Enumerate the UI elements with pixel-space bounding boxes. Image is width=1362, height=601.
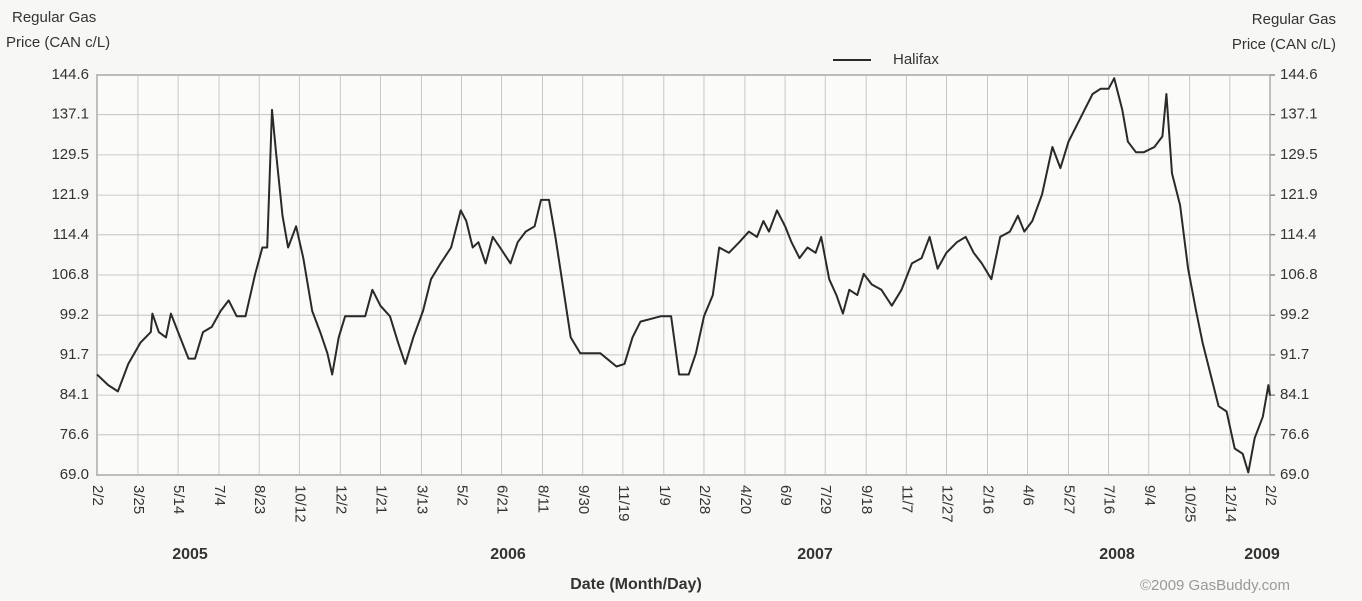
y2-tick-label: 69.0 — [1280, 466, 1309, 483]
x-tick-label: 9/30 — [575, 485, 592, 514]
year-label: 2006 — [490, 546, 526, 563]
x-tick-label: 10/12 — [291, 485, 308, 523]
x-axis-title: Date (Month/Day) — [570, 576, 702, 593]
year-label: 2007 — [797, 546, 833, 563]
y2-axis-title: Price (CAN c/L) — [1232, 36, 1336, 53]
x-tick-label: 1/9 — [656, 485, 673, 506]
y2-tick-label: 114.4 — [1280, 226, 1316, 243]
x-tick-label: 4/6 — [1020, 485, 1037, 506]
x-tick-label: 12/2 — [332, 485, 349, 514]
y2-tick-label: 129.5 — [1280, 146, 1318, 163]
y2-tick-label: 137.1 — [1280, 106, 1318, 123]
y-tick-label: 99.2 — [60, 306, 89, 323]
x-tick-label: 4/20 — [737, 485, 754, 514]
legend-label: Halifax — [893, 51, 939, 68]
x-tick-label: 2/16 — [979, 485, 996, 514]
y2-axis-title: Regular Gas — [1252, 11, 1336, 28]
year-label: 2009 — [1244, 546, 1280, 563]
y-tick-label: 114.4 — [53, 226, 89, 243]
x-tick-label: 8/11 — [535, 485, 552, 513]
y-axis-title: Regular Gas — [12, 9, 96, 26]
y-tick-label: 144.6 — [51, 66, 89, 83]
x-tick-label: 3/25 — [130, 485, 147, 514]
x-tick-label: 7/29 — [817, 485, 834, 514]
x-tick-label: 8/23 — [251, 485, 268, 514]
y-tick-label: 76.6 — [60, 426, 89, 443]
y-tick-label: 106.8 — [51, 266, 89, 283]
x-tick-label: 12/14 — [1222, 485, 1239, 523]
x-tick-label: 12/27 — [938, 485, 955, 523]
x-tick-label: 5/2 — [454, 485, 471, 506]
y2-tick-label: 144.6 — [1280, 66, 1318, 83]
x-tick-label: 7/4 — [211, 485, 228, 506]
y2-tick-label: 91.7 — [1280, 346, 1309, 363]
y-tick-label: 121.9 — [51, 186, 89, 203]
year-label: 2008 — [1099, 546, 1135, 563]
y2-tick-label: 106.8 — [1280, 266, 1318, 283]
y-tick-label: 69.0 — [60, 466, 89, 483]
x-tick-label: 9/4 — [1141, 485, 1158, 506]
credit: ©2009 GasBuddy.com — [1140, 577, 1290, 594]
y2-tick-label: 84.1 — [1280, 386, 1309, 403]
x-tick-label: 6/21 — [494, 485, 511, 514]
y2-tick-label: 121.9 — [1280, 186, 1318, 203]
y-tick-label: 91.7 — [60, 346, 89, 363]
x-tick-label: 5/27 — [1061, 485, 1078, 514]
y-axis-title: Price (CAN c/L) — [6, 34, 110, 51]
x-tick-label: 7/16 — [1101, 485, 1118, 514]
x-tick-label: 11/19 — [615, 485, 632, 521]
y-tick-label: 84.1 — [60, 386, 89, 403]
x-tick-label: 5/14 — [170, 485, 187, 514]
year-label: 2005 — [172, 546, 208, 563]
y2-tick-label: 99.2 — [1280, 306, 1309, 323]
x-tick-label: 2/2 — [1262, 485, 1279, 506]
x-tick-label: 11/7 — [898, 485, 915, 513]
y2-tick-label: 76.6 — [1280, 426, 1309, 443]
x-tick-label: 9/18 — [858, 485, 875, 514]
x-tick-label: 2/28 — [696, 485, 713, 514]
x-tick-label: 1/21 — [372, 485, 389, 514]
y-tick-label: 137.1 — [51, 106, 89, 123]
x-tick-label: 2/2 — [89, 485, 106, 506]
x-tick-label: 3/13 — [413, 485, 430, 514]
x-tick-label: 6/9 — [777, 485, 794, 506]
line-series — [96, 77, 1271, 474]
x-tick-label: 10/25 — [1182, 485, 1199, 523]
y-tick-label: 129.5 — [51, 146, 89, 163]
